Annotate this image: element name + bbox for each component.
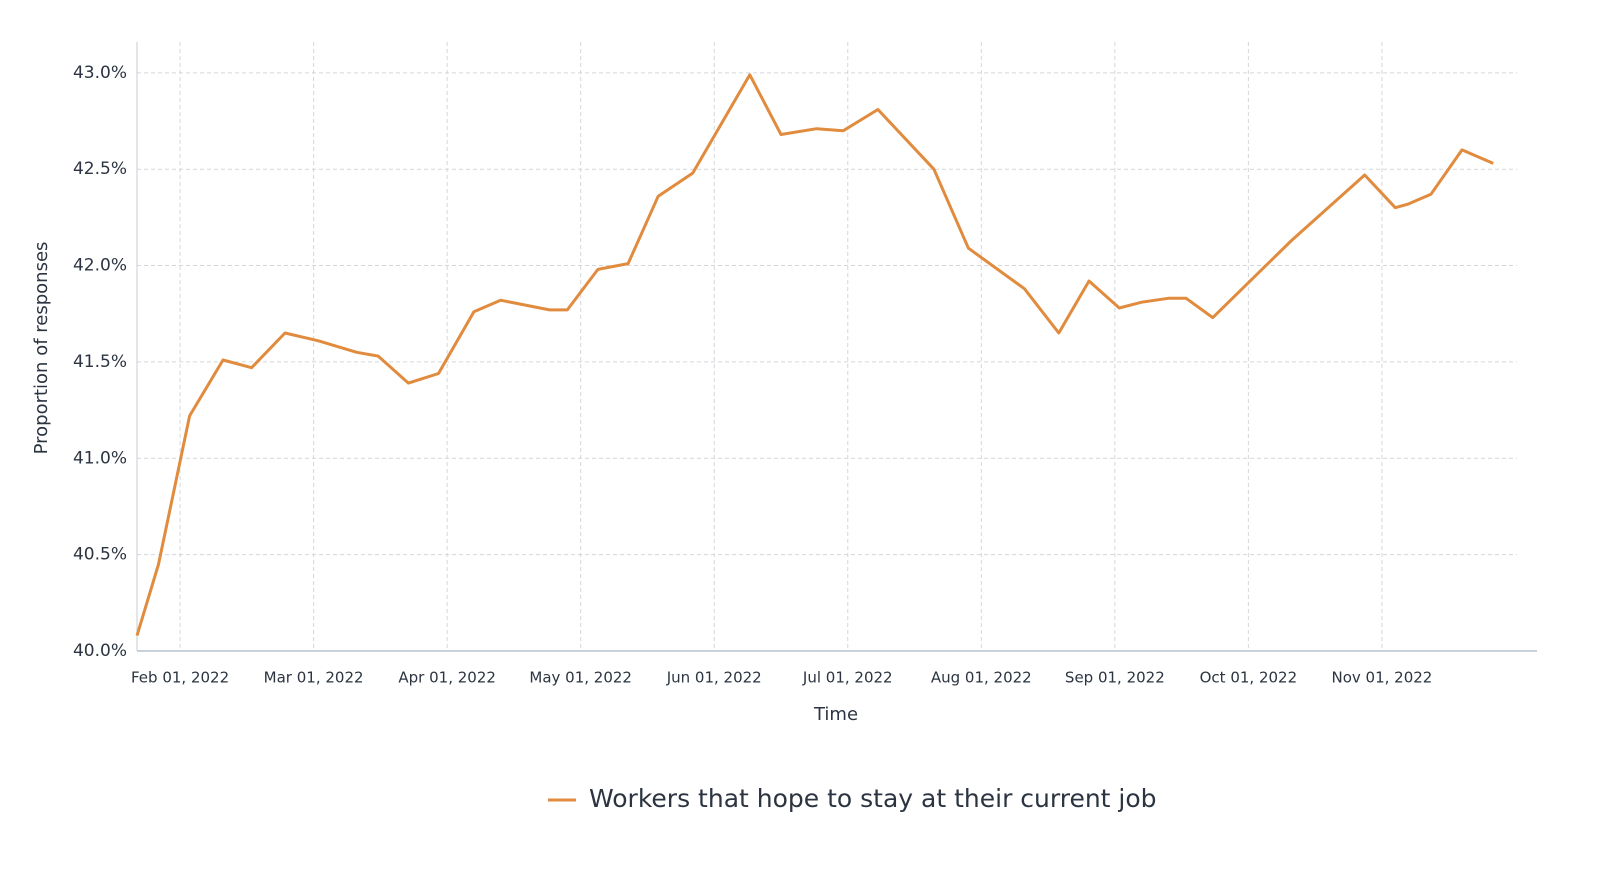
- y-tick-label: 41.5%: [73, 352, 127, 372]
- x-tick-label: Oct 01, 2022: [1200, 669, 1298, 687]
- x-tick-label: Jun 01, 2022: [666, 669, 762, 687]
- y-tick-label: 40.0%: [73, 641, 127, 661]
- x-tick-label: Feb 01, 2022: [131, 669, 229, 687]
- x-tick-label: May 01, 2022: [529, 669, 632, 687]
- x-tick-label: Apr 01, 2022: [398, 669, 496, 687]
- y-tick-label: 40.5%: [73, 545, 127, 565]
- y-tick-label: 42.5%: [73, 159, 127, 179]
- x-tick-label: Sep 01, 2022: [1065, 669, 1165, 687]
- x-tick-label: Aug 01, 2022: [931, 669, 1032, 687]
- x-tick-label: Nov 01, 2022: [1332, 669, 1433, 687]
- y-tick-label: 43.0%: [73, 63, 127, 83]
- y-tick-label: 42.0%: [73, 256, 127, 276]
- data-line: [135, 73, 1494, 637]
- x-tick-label: Mar 01, 2022: [264, 669, 364, 687]
- y-axis-label: Proportion of responses: [31, 242, 52, 455]
- legend-label: Workers that hope to stay at their curre…: [589, 784, 1157, 813]
- y-tick-label: 41.0%: [73, 448, 127, 468]
- x-axis-label: Time: [813, 704, 858, 725]
- x-tick-label: Jul 01, 2022: [802, 669, 893, 687]
